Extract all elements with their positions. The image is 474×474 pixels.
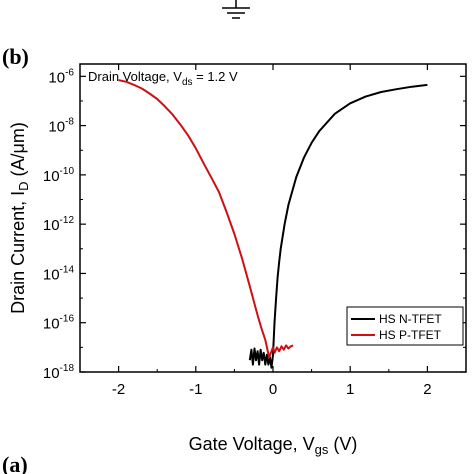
- x-tick-label: 2: [423, 381, 431, 398]
- y-tick-label: 10-6: [48, 67, 74, 86]
- ground-symbol-icon: [222, 0, 250, 19]
- plot-area: -2 -1 0 1 2 10-18 10-16 10-14 10-12 10-10 10-8 10-6…: [8, 63, 467, 457]
- y-tick-label: 10-18: [43, 363, 75, 382]
- y-tick-label: 10-10: [43, 166, 75, 185]
- legend-label-2: HS P-TFET: [379, 328, 442, 342]
- annotation-text: Drain Voltage, Vds = 1.2 V: [88, 69, 238, 88]
- legend-box: [346, 306, 464, 346]
- panel-label-b: (b): [2, 44, 29, 69]
- x-axis-title: Gate Voltage, Vgs (V): [189, 434, 358, 457]
- x-tick-label: -2: [112, 381, 125, 398]
- series-line-2: [118, 79, 294, 359]
- y-axis-title-group: Drain Current, ID (A/μm): [8, 122, 31, 314]
- legend-label-1: HS N-TFET: [379, 312, 442, 326]
- series-line-1: [248, 83, 428, 369]
- panel-label-a: (a): [2, 452, 28, 474]
- y-tick-label: 10-14: [43, 264, 75, 283]
- y-axis-title: Drain Current, ID (A/μm): [8, 122, 31, 314]
- y-tick-label: 10-16: [43, 314, 75, 333]
- x-tick-label: 0: [269, 381, 277, 398]
- y-tick-label: 10-12: [43, 215, 75, 234]
- y-tick-label: 10-8: [48, 117, 74, 136]
- x-tick-label: 1: [346, 381, 354, 398]
- x-tick-label: -1: [189, 381, 202, 398]
